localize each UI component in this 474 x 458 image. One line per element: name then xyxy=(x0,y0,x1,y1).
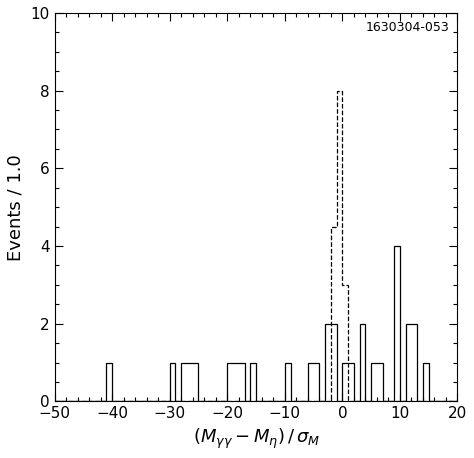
X-axis label: $(M_{\gamma\gamma}-M_{\eta})\,/\,\sigma_M$: $(M_{\gamma\gamma}-M_{\eta})\,/\,\sigma_… xyxy=(192,427,319,451)
Y-axis label: Events / 1.0: Events / 1.0 xyxy=(7,154,25,261)
Text: 1630304-053: 1630304-053 xyxy=(365,21,449,34)
